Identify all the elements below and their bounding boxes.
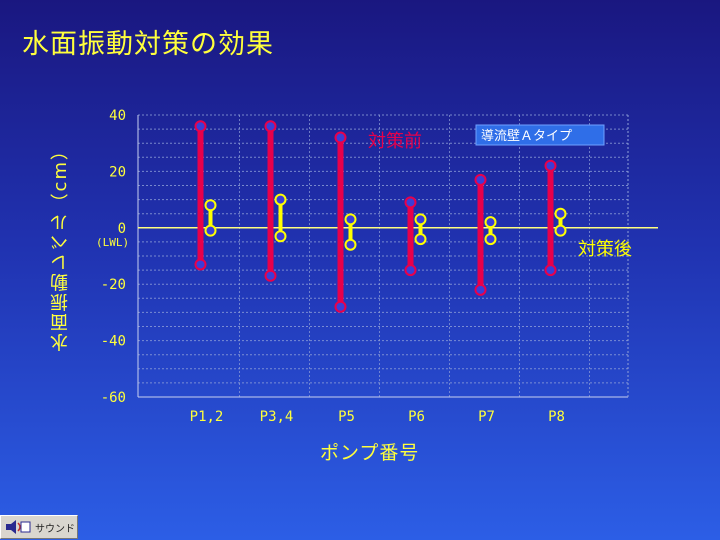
before-label: 対策前 — [368, 131, 422, 152]
after-min-point — [414, 233, 427, 246]
before-min-point — [404, 264, 417, 277]
x-tick-label: P5 — [338, 409, 355, 425]
x-tick-label: P8 — [548, 409, 565, 425]
before-max-point — [474, 173, 487, 186]
after-max-point — [204, 199, 217, 212]
x-tick-label: P7 — [478, 409, 495, 425]
y-tick-label: -40 — [101, 334, 126, 350]
sound-button[interactable]: サウンド — [0, 515, 78, 539]
y-tick-label: 40 — [109, 108, 126, 124]
sound-label: サウンド — [35, 523, 75, 535]
before-max-point — [334, 131, 347, 144]
x-axis-title: ポンプ番号 — [320, 442, 420, 464]
after-min-point — [344, 238, 357, 251]
x-tick-label: P1,2 — [190, 409, 224, 425]
y-tick-label: -20 — [101, 277, 126, 293]
before-max-point — [264, 120, 277, 133]
before-min-point — [474, 283, 487, 296]
before-max-point — [194, 120, 207, 133]
after-min-point — [274, 230, 287, 243]
y-axis-title: 水面振動レベル（cm） — [50, 140, 71, 352]
before-max-point — [404, 196, 417, 209]
after-max-point — [554, 207, 567, 220]
x-tick-label: P3,4 — [260, 409, 294, 425]
y-tick-label: 20 — [109, 164, 126, 180]
after-label: 対策後 — [578, 239, 632, 260]
after-max-point — [484, 216, 497, 229]
before-min-point — [334, 300, 347, 313]
speaker-icon — [6, 520, 31, 534]
before-max-point — [544, 159, 557, 172]
y-tick-label: -60 — [101, 390, 126, 406]
slide-title: 水面振動対策の効果 — [22, 29, 274, 60]
after-max-point — [414, 213, 427, 226]
before-min-point — [544, 264, 557, 277]
after-min-point — [554, 224, 567, 237]
x-tick-label: P6 — [408, 409, 425, 425]
after-min-point — [484, 233, 497, 246]
y-tick-label: 0 — [118, 221, 126, 237]
before-min-point — [194, 258, 207, 271]
after-max-point — [274, 193, 287, 206]
lwl-note: (LWL) — [96, 236, 129, 249]
after-max-point — [344, 213, 357, 226]
legend-note: 導流壁Ａタイプ — [481, 129, 572, 144]
legend-note-box — [475, 124, 605, 146]
after-min-point — [204, 224, 217, 237]
before-min-point — [264, 269, 277, 282]
